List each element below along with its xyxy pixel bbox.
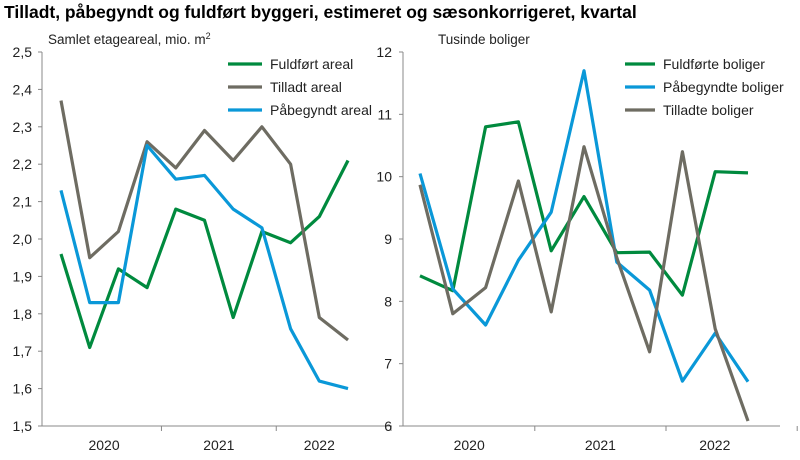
series-line-tilladte-boliger <box>418 145 750 422</box>
y-tick-label: 2,0 <box>13 231 33 247</box>
y-tick-label: 1,5 <box>13 418 33 434</box>
y-tick-label: 7 <box>384 356 392 372</box>
y-tick-label: 11 <box>377 106 392 122</box>
y-tick-label: 2,5 <box>13 44 33 60</box>
y-tick-label: 2,1 <box>13 194 33 210</box>
y-tick-label: 6 <box>384 418 392 434</box>
y-tick-label: 1,8 <box>13 306 33 322</box>
series-line-fuldført-areal <box>59 159 350 350</box>
y-tick-label: 1,7 <box>13 343 33 359</box>
legend-label: Fuldført areal <box>270 56 353 72</box>
series-line-påbegyndt-areal <box>59 143 349 391</box>
legend-label: Påbegyndte boliger <box>663 79 784 95</box>
chart-2: 6 7 8 9 10 11 12 Tusinde boliger 2020 2021 2022 Ful… <box>376 32 798 453</box>
chart-1: 1,5 1,6 1,7 1,8 1,9 2,0 2,1 2,2 2,3 2,4 2,5 Samlet … <box>13 31 392 453</box>
legend-label: Tilladt areal <box>270 79 342 95</box>
y-tick-label: 1,6 <box>13 381 33 397</box>
x-tick-label: 2021 <box>585 437 616 453</box>
y-axis-label-superscript: 2 <box>206 31 211 41</box>
x-tick-label: 2022 <box>699 437 730 453</box>
y-axis-label: Tusinde boliger <box>438 32 530 47</box>
x-tick-label: 2020 <box>454 437 485 453</box>
x-tick-label: 2020 <box>88 437 119 453</box>
y-tick-label: 10 <box>376 169 392 185</box>
x-tick-label: 2021 <box>203 437 234 453</box>
chart-title: Tilladt, påbegyndt og fuldført byggeri, … <box>4 2 637 22</box>
y-axis-label: Samlet etageareal, mio. m2 <box>48 31 211 47</box>
y-tick-label: 12 <box>376 44 392 60</box>
legend-label: Tilladte boliger <box>663 102 754 118</box>
y-tick-label: 9 <box>384 231 392 247</box>
legend-label: Påbegyndt areal <box>270 102 372 118</box>
y-tick-label: 1,9 <box>13 268 33 284</box>
y-tick-label: 2,2 <box>13 156 33 172</box>
y-tick-label: 2,3 <box>13 119 33 135</box>
x-tick-label: 2022 <box>304 437 335 453</box>
legend-label: Fuldførte boliger <box>663 56 765 72</box>
y-tick-label: 2,4 <box>13 81 33 97</box>
y-tick-label: 8 <box>384 293 392 309</box>
